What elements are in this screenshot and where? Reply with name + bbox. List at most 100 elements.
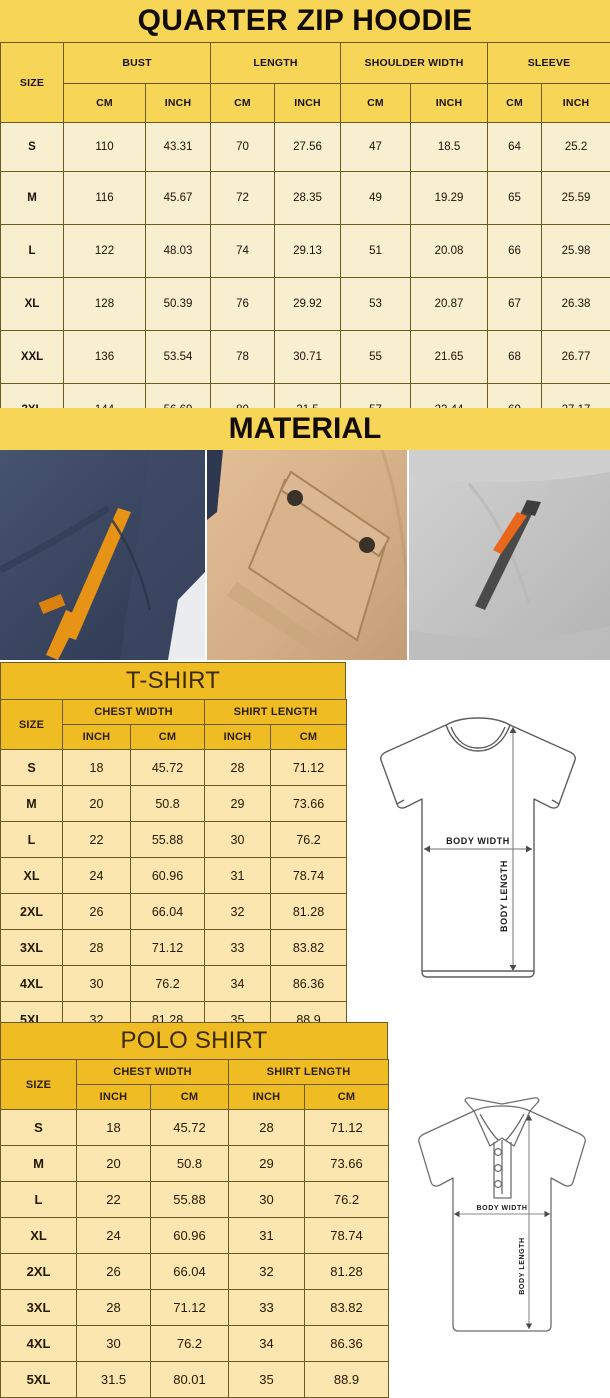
hoodie-shoulder-inch: 20.87 — [411, 278, 488, 331]
hoodie-sleeve-cm: 68 — [488, 331, 542, 384]
polo-length-inch: 33 — [229, 1290, 305, 1326]
polo-unit-length-inch: INCH — [229, 1085, 305, 1110]
tshirt-size: S — [1, 750, 63, 786]
tshirt-size: XL — [1, 858, 63, 894]
polo-col-chest-width: CHEST WIDTH — [77, 1060, 229, 1085]
polo-chest-inch: 28 — [77, 1290, 151, 1326]
table-row: 3XL 28 71.12 33 83.82 — [1, 1290, 389, 1326]
table-row: 2XL 26 66.04 32 81.28 — [1, 894, 347, 930]
tshirt-body-length-label: BODY LENGTH — [499, 860, 509, 932]
hoodie-sleeve-cm: 65 — [488, 172, 542, 225]
polo-chest-inch: 22 — [77, 1182, 151, 1218]
polo-chest-inch: 26 — [77, 1254, 151, 1290]
tshirt-chest-cm: 60.96 — [131, 858, 205, 894]
hoodie-unit-sleeve-inch: INCH — [542, 84, 610, 123]
tshirt-length-cm: 86.36 — [271, 966, 347, 1002]
polo-chest-cm: 66.04 — [151, 1254, 229, 1290]
hoodie-unit-length-cm: CM — [211, 84, 275, 123]
hoodie-bust-cm: 136 — [64, 331, 146, 384]
tshirt-size: L — [1, 822, 63, 858]
hoodie-length-inch: 27.56 — [275, 123, 341, 172]
table-row: 3XL 28 71.12 33 83.82 — [1, 930, 347, 966]
tshirt-section: T-SHIRT SIZE CHEST WIDTH SHIRT LENGTH IN… — [0, 662, 346, 1038]
polo-length-inch: 35 — [229, 1362, 305, 1398]
hoodie-sleeve-cm: 66 — [488, 225, 542, 278]
hoodie-bust-inch: 53.54 — [146, 331, 211, 384]
table-row: 4XL 30 76.2 34 86.36 — [1, 966, 347, 1002]
hoodie-size: XL — [1, 278, 64, 331]
hoodie-shoulder-cm: 51 — [341, 225, 411, 278]
polo-length-cm: 78.74 — [305, 1218, 389, 1254]
tshirt-length-cm: 81.28 — [271, 894, 347, 930]
hoodie-sleeve-inch: 25.59 — [542, 172, 610, 225]
polo-chest-inch: 18 — [77, 1110, 151, 1146]
table-row: L 22 55.88 30 76.2 — [1, 1182, 389, 1218]
polo-size: M — [1, 1146, 77, 1182]
tshirt-length-cm: 78.74 — [271, 858, 347, 894]
hoodie-bust-cm: 122 — [64, 225, 146, 278]
tshirt-unit-chest-inch: INCH — [63, 725, 131, 750]
tshirt-length-cm: 83.82 — [271, 930, 347, 966]
table-row: XL 24 60.96 31 78.74 — [1, 1218, 389, 1254]
polo-length-inch: 29 — [229, 1146, 305, 1182]
polo-chest-cm: 50.8 — [151, 1146, 229, 1182]
tshirt-chest-cm: 76.2 — [131, 966, 205, 1002]
hoodie-shoulder-cm: 55 — [341, 331, 411, 384]
hoodie-unit-shoulder-inch: INCH — [411, 84, 488, 123]
table-row: XL 128 50.39 76 29.92 53 20.87 67 26.38 — [1, 278, 610, 331]
polo-length-cm: 81.28 — [305, 1254, 389, 1290]
hoodie-col-length: LENGTH — [211, 43, 341, 84]
tshirt-length-cm: 73.66 — [271, 786, 347, 822]
tshirt-length-cm: 76.2 — [271, 822, 347, 858]
polo-length-cm: 88.9 — [305, 1362, 389, 1398]
table-row: M 20 50.8 29 73.66 — [1, 786, 347, 822]
table-row: S 110 43.31 70 27.56 47 18.5 64 25.2 — [1, 123, 610, 172]
polo-length-inch: 32 — [229, 1254, 305, 1290]
hoodie-size: S — [1, 123, 64, 172]
polo-chest-inch: 20 — [77, 1146, 151, 1182]
hoodie-length-cm: 76 — [211, 278, 275, 331]
hoodie-bust-cm: 128 — [64, 278, 146, 331]
tshirt-unit-length-inch: INCH — [205, 725, 271, 750]
tshirt-size: M — [1, 786, 63, 822]
hoodie-bust-inch: 50.39 — [146, 278, 211, 331]
table-row: M 20 50.8 29 73.66 — [1, 1146, 389, 1182]
tshirt-chest-inch: 24 — [63, 858, 131, 894]
tshirt-chest-inch: 28 — [63, 930, 131, 966]
tshirt-chest-cm: 66.04 — [131, 894, 205, 930]
polo-size: L — [1, 1182, 77, 1218]
table-row: L 22 55.88 30 76.2 — [1, 822, 347, 858]
polo-size: 2XL — [1, 1254, 77, 1290]
material-photo-strip — [0, 450, 610, 660]
tshirt-length-inch: 30 — [205, 822, 271, 858]
hoodie-col-shoulder-width: SHOULDER WIDTH — [341, 43, 488, 84]
tshirt-length-cm: 71.12 — [271, 750, 347, 786]
tshirt-size-table: SIZE CHEST WIDTH SHIRT LENGTH INCH CM IN… — [0, 699, 347, 1038]
polo-length-cm: 86.36 — [305, 1326, 389, 1362]
table-row: XL 24 60.96 31 78.74 — [1, 858, 347, 894]
polo-length-cm: 73.66 — [305, 1146, 389, 1182]
tshirt-chest-inch: 18 — [63, 750, 131, 786]
hoodie-length-cm: 72 — [211, 172, 275, 225]
tshirt-size: 4XL — [1, 966, 63, 1002]
hoodie-size-table: SIZE BUST LENGTH SHOULDER WIDTH SLEEVE C… — [0, 42, 610, 437]
tshirt-body-width-label: BODY WIDTH — [446, 836, 510, 846]
tshirt-length-inch: 31 — [205, 858, 271, 894]
hoodie-size: M — [1, 172, 64, 225]
hoodie-bust-inch: 43.31 — [146, 123, 211, 172]
tshirt-chest-inch: 22 — [63, 822, 131, 858]
hoodie-unit-bust-inch: INCH — [146, 84, 211, 123]
hoodie-unit-header-row: CM INCH CM INCH CM INCH CM INCH — [1, 84, 610, 123]
polo-group-header-row: SIZE CHEST WIDTH SHIRT LENGTH — [1, 1060, 389, 1085]
hoodie-title: QUARTER ZIP HOODIE — [0, 0, 610, 42]
polo-chest-inch: 30 — [77, 1326, 151, 1362]
hoodie-col-size: SIZE — [1, 43, 64, 123]
polo-title: POLO SHIRT — [0, 1022, 388, 1059]
hoodie-length-cm: 78 — [211, 331, 275, 384]
hoodie-sleeve-inch: 26.38 — [542, 278, 610, 331]
table-row: M 116 45.67 72 28.35 49 19.29 65 25.59 — [1, 172, 610, 225]
hoodie-shoulder-inch: 20.08 — [411, 225, 488, 278]
polo-col-shirt-length: SHIRT LENGTH — [229, 1060, 389, 1085]
hoodie-sleeve-cm: 67 — [488, 278, 542, 331]
tshirt-chest-cm: 55.88 — [131, 822, 205, 858]
